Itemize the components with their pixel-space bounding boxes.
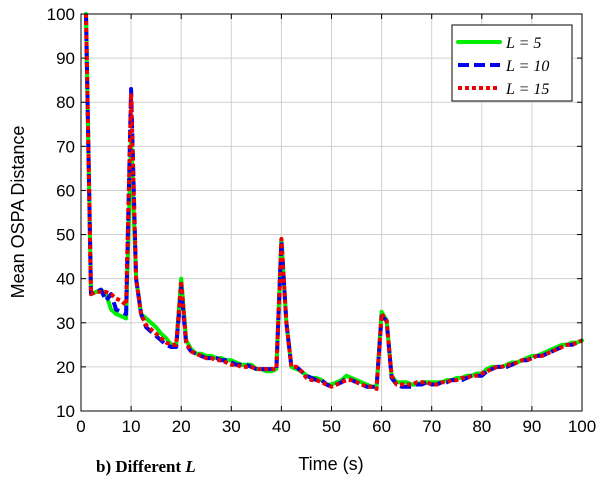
y-tick-label: 80 (56, 93, 75, 112)
legend-label-3: L = 15 (505, 81, 549, 98)
series-line-2 (84, 13, 583, 389)
figure-caption: b) Different L (96, 457, 196, 477)
caption-text: b) Different (96, 457, 182, 476)
x-tick-label: 40 (272, 417, 291, 436)
x-axis-label: Time (s) (298, 454, 363, 474)
y-tick-label: 30 (56, 314, 75, 333)
x-tick-label: 70 (422, 417, 441, 436)
x-tick-label: 50 (322, 417, 341, 436)
series-lines (84, 12, 584, 391)
legend-label-2: L = 10 (505, 58, 549, 75)
x-tick-label: 80 (472, 417, 491, 436)
y-tick-label: 10 (56, 402, 75, 421)
legend: L = 5 L = 10 L = 15 (451, 24, 573, 102)
x-tick-label: 30 (222, 417, 241, 436)
x-tick-label: 90 (522, 417, 541, 436)
x-tick-label: 0 (76, 417, 85, 436)
y-tick-label: 100 (47, 5, 75, 24)
x-tick-label: 10 (122, 417, 141, 436)
y-tick-label: 50 (56, 226, 75, 245)
legend-box (451, 24, 573, 102)
series-line-3 (84, 13, 583, 391)
y-axis-label: Mean OSPA Distance (8, 126, 28, 299)
axis-ticks: 0 10 20 30 40 50 60 70 80 90 100102030405060708090… (47, 5, 597, 436)
x-tick-label: 100 (568, 417, 596, 436)
y-tick-label: 70 (56, 137, 75, 156)
x-tick-label: 60 (372, 417, 391, 436)
legend-label-1: L = 5 (505, 35, 541, 52)
caption-variable: L (185, 457, 196, 476)
y-tick-label: 40 (56, 270, 75, 289)
y-tick-label: 90 (56, 49, 75, 68)
y-tick-label: 60 (56, 181, 75, 200)
x-tick-label: 20 (172, 417, 191, 436)
y-tick-label: 20 (56, 358, 75, 377)
